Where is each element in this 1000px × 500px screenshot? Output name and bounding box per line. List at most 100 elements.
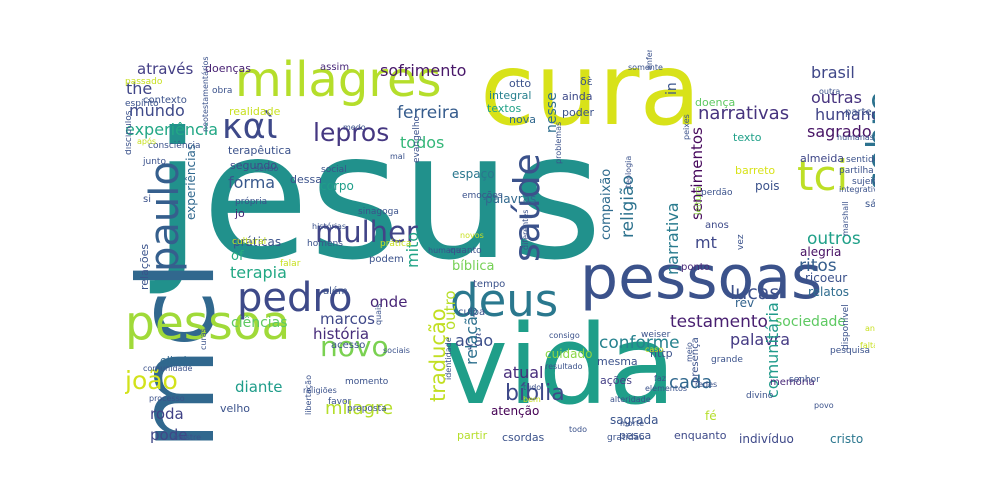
cloud-word: corpo [320,179,354,193]
cloud-word: marcos [320,310,375,328]
cloud-word: gratidão [607,433,645,443]
cloud-word: falar [280,259,301,269]
cloud-word: perdão [701,188,733,198]
cloud-word: sábado [865,199,875,210]
cloud-word: pedro [237,275,353,321]
cloud-word: bem [523,395,541,404]
cloud-word: lepros [313,118,390,147]
cloud-word: bíblia [505,381,565,406]
cloud-word: outro [441,290,459,330]
cloud-word: tudo [523,383,542,392]
cloud-word: of [231,249,244,264]
cloud-word: acesso [331,340,366,351]
cloud-word: espaço [452,167,495,181]
cloud-word: experiência [125,120,219,139]
cloud-word: tci [797,151,849,200]
cloud-word: vez [736,234,746,250]
cloud-word: quais [374,303,383,325]
cloud-word: velho [220,402,251,415]
cloud-word: consigo [549,331,580,340]
cloud-word: terapêutica [228,144,292,157]
cloud-word: joão [125,366,178,395]
cloud-word: palavra [730,330,791,349]
word-cloud: jesus cura mcl vida pessoas pessoa milagres deu… [125,50,875,450]
cloud-word: histórias [312,222,347,231]
cloud-word: weiser [641,330,671,340]
cloud-word: csordas [502,431,545,444]
cloud-word: processo [149,394,185,403]
cloud-word: bíblica [452,259,495,274]
cloud-word: redes [695,380,718,389]
cloud-word: momento [345,377,389,387]
cloud-word: podem [369,254,404,265]
cloud-word: presença [690,337,701,383]
cloud-word: disponível [841,304,851,350]
cloud-word: humano [815,105,875,124]
cloud-word: neotestamentários [201,56,210,132]
cloud-word: medo [343,123,366,132]
cloud-word: barreto [735,164,776,177]
cloud-word: todos [400,133,445,152]
cloud-word: diante [235,378,283,396]
cloud-word: obra [212,86,233,96]
cloud-word: sofrimento [380,61,467,80]
cloud-word: sociais [383,346,410,355]
cloud-word: nova [509,113,536,126]
cloud-word: texto [733,131,762,144]
cloud-word: indivíduo [739,432,794,446]
cloud-word: realidade [229,105,281,118]
cloud-word: prática [380,239,412,249]
cloud-word: sujeito [852,177,875,187]
cloud-word: fé [705,409,717,423]
cloud-word: curas [199,328,208,350]
cloud-word: cura [480,50,701,148]
cloud-word: jesus [153,96,603,299]
cloud-word: sagrado [807,122,872,141]
cloud-word: in [664,82,680,95]
cloud-word: senso [255,164,279,173]
cloud-word: καὶ [222,107,278,147]
cloud-word: pessoa [125,296,291,351]
cloud-word: pessoas [580,243,823,313]
cloud-word: integral [489,89,532,102]
cloud-word: sinagoga [358,207,399,217]
cloud-word: rev [735,296,755,310]
cloud-word: tempo [473,279,506,290]
cloud-word: própria [235,197,268,207]
cloud-word: integrativa [839,185,875,194]
cloud-word: junto [143,157,166,167]
cloud-word: pois [755,179,780,193]
cloud-word: compaixão [599,168,614,240]
cloud-word: favor [328,397,352,407]
cloud-word: morte [620,419,645,428]
cloud-word: resultado [545,362,583,371]
cloud-word: espírito [125,99,159,109]
cloud-word: lucas [730,282,780,304]
cloud-word: teologia [624,155,633,188]
cloud-word: milagres [235,52,442,108]
cloud-word: cultural [232,237,267,247]
cloud-word: atual [503,363,544,382]
cloud-word: marshall [841,201,850,236]
cloud-word: textos [487,102,522,115]
cloud-word: testamento [670,312,768,332]
cloud-word: cristo [830,432,864,446]
cloud-word: forma [228,173,276,192]
cloud-word: social [321,165,347,175]
cloud-word: caso [645,345,664,354]
cloud-word: ritos [799,256,837,276]
cloud-word: faz [654,374,666,383]
cloud-word: divino [746,391,774,401]
cloud-word: quanto [450,246,482,256]
cloud-word: cada [669,372,713,393]
cloud-word: problemas [554,121,563,164]
cloud-word: relatos [808,285,850,299]
cloud-word: mestre [173,433,202,442]
cloud-word: diferentes [521,209,530,250]
cloud-word: parte [845,107,872,118]
cloud-word: contexto [143,95,187,106]
cloud-word: enquanto [674,429,727,442]
cloud-word: mt [695,233,717,252]
cloud-word: proposta [347,404,387,414]
cloud-word: mesma [597,355,638,368]
